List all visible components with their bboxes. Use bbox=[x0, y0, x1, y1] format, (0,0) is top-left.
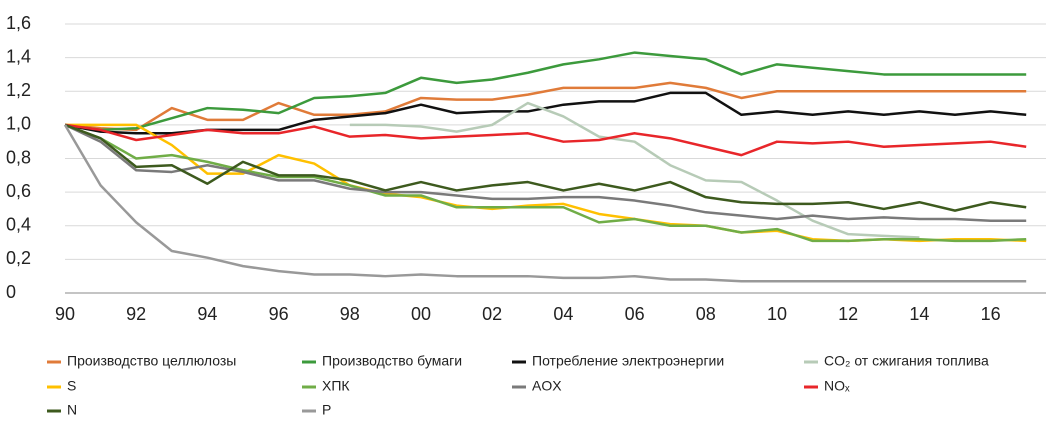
y-tick-label: 1,0 bbox=[6, 114, 31, 134]
x-tick-label: 92 bbox=[126, 304, 146, 324]
x-tick-label: 08 bbox=[696, 304, 716, 324]
series-line bbox=[63, 124, 1027, 283]
legend-label: S bbox=[67, 378, 76, 394]
legend-label: AOX bbox=[532, 378, 562, 394]
series-line bbox=[64, 123, 1027, 157]
legend-label: P bbox=[322, 402, 331, 418]
x-tick-label: 06 bbox=[625, 304, 645, 324]
legend-label: N bbox=[67, 402, 77, 418]
legend-label: CO₂ от сжигания топлива bbox=[824, 353, 989, 369]
x-tick-label: 98 bbox=[340, 304, 360, 324]
legend-label: ХПК bbox=[322, 378, 350, 394]
y-tick-label: 1,6 bbox=[6, 13, 31, 33]
x-tick-label: 12 bbox=[838, 304, 858, 324]
y-tick-label: 0 bbox=[6, 282, 16, 302]
y-tick-label: 1,4 bbox=[6, 46, 31, 66]
x-tick-label: 10 bbox=[767, 304, 787, 324]
x-tick-label: 16 bbox=[981, 304, 1001, 324]
y-tick-label: 0,2 bbox=[6, 248, 31, 268]
x-tick-label: 00 bbox=[411, 304, 431, 324]
x-tick-label: 96 bbox=[269, 304, 289, 324]
x-tick-label: 14 bbox=[909, 304, 929, 324]
x-tick-label: 90 bbox=[55, 304, 75, 324]
legend-label: NOₓ bbox=[824, 378, 850, 394]
legend-label: Производство целлюлозы bbox=[67, 353, 236, 369]
series-line bbox=[64, 91, 1027, 135]
y-tick-label: 1,2 bbox=[6, 80, 31, 100]
series-line bbox=[64, 123, 1027, 212]
series-line bbox=[64, 123, 1027, 243]
y-tick-label: 0,8 bbox=[6, 147, 31, 167]
y-tick-label: 0,4 bbox=[6, 215, 31, 235]
series-line bbox=[64, 81, 1027, 132]
series-line bbox=[64, 51, 1027, 132]
series-line bbox=[64, 123, 1027, 222]
x-tick-label: 04 bbox=[553, 304, 573, 324]
x-tick-label: 02 bbox=[482, 304, 502, 324]
legend-label: Производство бумаги bbox=[322, 353, 462, 369]
y-tick-label: 0,6 bbox=[6, 181, 31, 201]
series-line bbox=[349, 101, 920, 239]
x-tick-label: 94 bbox=[197, 304, 217, 324]
legend-label: Потребление электроэнергии bbox=[532, 353, 724, 369]
